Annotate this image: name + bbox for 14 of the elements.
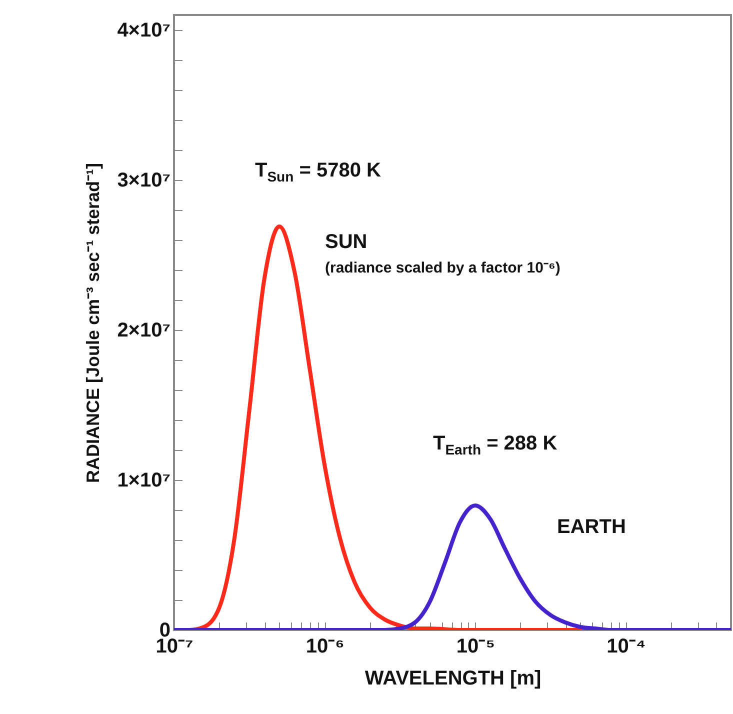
x-tick-label: 10⁻⁶	[306, 636, 344, 658]
annotation: SUN	[325, 231, 368, 253]
y-tick-label: 4×10⁷	[117, 20, 170, 42]
y-axis-title: RADIANCE [Joule cm⁻³ sec⁻¹ sterad⁻¹]	[83, 162, 104, 484]
x-tick-label: 10⁻⁴	[606, 636, 646, 658]
y-tick-label: 2×10⁷	[117, 320, 170, 342]
x-tick-label: 10⁻⁵	[456, 636, 495, 658]
y-tick-label: 1×10⁷	[117, 470, 170, 492]
annotation: T$_{Earth}$ = 288 K	[433, 432, 558, 458]
annotation: T$_{Sun}$ = 5780 K	[255, 160, 381, 184]
annotation: (radiance scaled by a factor 10⁻⁶)	[325, 260, 560, 276]
annotation: EARTH	[557, 516, 626, 538]
x-axis-title: WAVELENGTH [m]	[364, 668, 542, 690]
y-tick-label: 3×10⁷	[117, 170, 170, 192]
